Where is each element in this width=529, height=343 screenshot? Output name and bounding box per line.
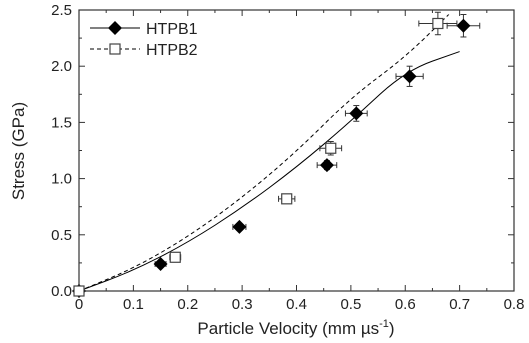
legend-label-htpb2: HTPB2 xyxy=(146,42,198,59)
y-tick-label: 1.5 xyxy=(51,114,72,131)
fit-curves xyxy=(78,14,460,292)
x-axis-title-sup: -1 xyxy=(379,318,389,330)
x-tick-label: 0.5 xyxy=(340,296,361,313)
data-point-htpb1 xyxy=(232,219,247,234)
x-tick-label: 0.3 xyxy=(232,296,253,313)
x-axis-title: Particle Velocity (mm µs-1) xyxy=(197,318,394,338)
x-axis-title-close: ) xyxy=(389,319,395,338)
axis-ticks: 0 0.1 0.2 0.3 0.4 0.5 0.6 0.7 0.8 0.0 0.5 1.0 1.5 2.0… xyxy=(51,2,524,313)
x-tick-label: 0.8 xyxy=(504,296,525,313)
x-axis-title-main: Particle Velocity (mm µs xyxy=(197,319,379,338)
data-point-htpb2 xyxy=(281,193,293,205)
legend-marker-htpb1 xyxy=(108,21,122,35)
x-tick-label: 0.2 xyxy=(177,296,198,313)
data-point-htpb1 xyxy=(456,18,471,33)
legend-marker-htpb2 xyxy=(109,43,121,55)
y-tick-label: 1.0 xyxy=(51,171,72,188)
x-tick-label: 0.7 xyxy=(449,296,470,313)
y-axis-title: Stress (GPa) xyxy=(9,102,28,200)
fit-curve-htpb1 xyxy=(78,51,460,292)
x-tick-label: 0.4 xyxy=(286,296,307,313)
legend-label-htpb1: HTPB1 xyxy=(146,21,198,38)
legend: HTPB1 HTPB2 xyxy=(90,21,198,59)
data-point-htpb2 xyxy=(73,285,85,297)
data-point-htpb1 xyxy=(153,257,168,272)
y-tick-label: 0.5 xyxy=(51,227,72,244)
y-tick-label: 2.5 xyxy=(51,2,72,19)
data-point-htpb2 xyxy=(325,142,337,154)
x-tick-label: 0.1 xyxy=(123,296,144,313)
x-tick-label: 0.6 xyxy=(395,296,416,313)
data-point-htpb1 xyxy=(402,69,417,84)
data-point-htpb1 xyxy=(349,106,364,121)
y-tick-label: 2.0 xyxy=(51,58,72,75)
fit-curve-htpb2 xyxy=(78,14,450,292)
data-point-htpb2 xyxy=(432,17,444,30)
data-points xyxy=(72,11,481,298)
data-point-htpb1 xyxy=(319,158,334,173)
y-tick-label: 0.0 xyxy=(51,283,72,300)
x-tick-label: 0 xyxy=(75,296,83,313)
data-point-htpb2 xyxy=(169,251,181,263)
